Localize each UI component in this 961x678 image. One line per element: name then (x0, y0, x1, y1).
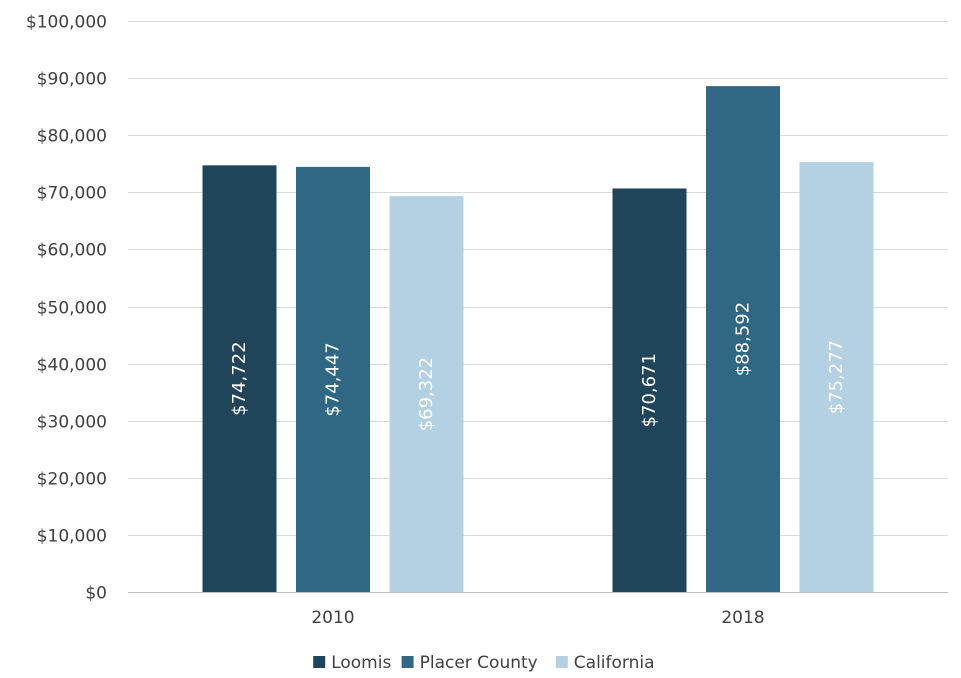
y-tick-label: $30,000 (37, 413, 107, 433)
y-tick-label: $50,000 (37, 299, 107, 319)
data-label: $75,277 (826, 340, 847, 414)
y-tick-label: $70,000 (37, 184, 107, 204)
legend-swatch (401, 656, 414, 668)
y-tick-label: $20,000 (37, 470, 107, 490)
data-label: $88,592 (733, 302, 754, 376)
legend-label: California (574, 653, 655, 673)
data-label: $74,447 (323, 342, 344, 416)
bar (296, 166, 370, 592)
y-tick-label: $40,000 (37, 356, 107, 376)
data-label: $70,671 (639, 353, 660, 427)
bar (389, 196, 464, 592)
x-tick-label: 2018 (721, 608, 764, 628)
y-tick-label: $100,000 (26, 13, 107, 33)
y-tick-label: $80,000 (37, 127, 107, 147)
bar (706, 86, 780, 592)
data-label: $74,722 (229, 341, 250, 415)
y-tick-label: $60,000 (37, 241, 107, 261)
bar (612, 188, 687, 592)
bar (799, 162, 874, 592)
legend-label: Placer County (420, 653, 538, 673)
y-tick-label: $10,000 (37, 527, 107, 547)
legend-label: Loomis (331, 653, 391, 673)
y-tick-label: $90,000 (37, 70, 107, 90)
legend-swatch (313, 656, 326, 668)
legend: Loomis Placer County California (313, 653, 655, 673)
x-tick-label: 2010 (311, 608, 354, 628)
data-label: $69,322 (416, 357, 437, 431)
legend-swatch (555, 656, 568, 668)
y-tick-label: $0 (85, 584, 107, 604)
bar (202, 165, 277, 592)
